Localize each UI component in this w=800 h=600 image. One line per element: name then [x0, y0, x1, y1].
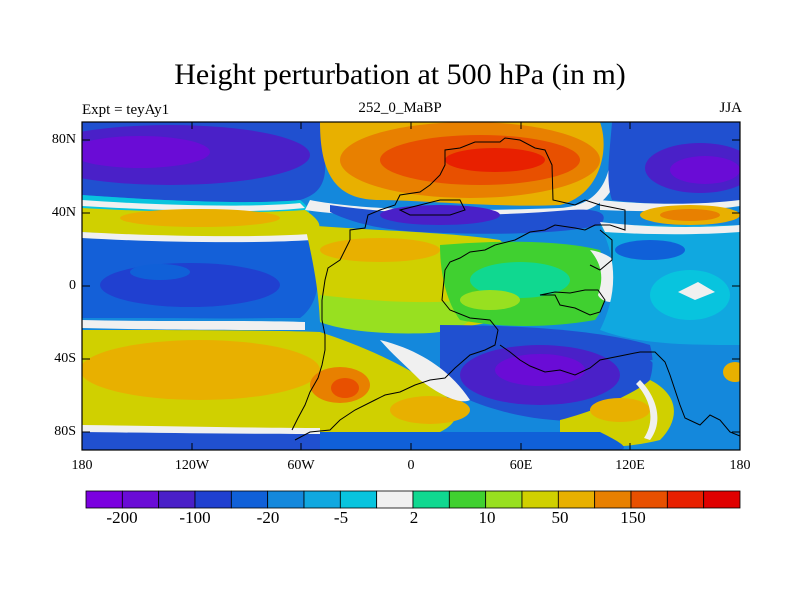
colorbar-box — [448, 490, 487, 509]
colorbar-label: -100 — [179, 508, 211, 527]
colorbar-box — [485, 490, 523, 509]
lon-label-180e: 180 — [729, 458, 751, 473]
colorbar-label: 50 — [551, 508, 569, 527]
colorbar-label: 150 — [620, 508, 646, 527]
lon-label-120w: 120W — [174, 458, 210, 473]
time-label: 252_0_MaBP — [358, 100, 442, 116]
colorbar-label: -20 — [256, 508, 280, 527]
colorbar — [85, 490, 741, 509]
colorbar-box — [85, 490, 123, 509]
colorbar-box — [594, 490, 632, 509]
contour-field — [82, 122, 740, 450]
lon-label-180w: 180 — [71, 458, 93, 473]
colorbar-box — [339, 490, 378, 509]
colorbar-box — [630, 490, 668, 509]
colorbar-box — [703, 490, 741, 509]
season-label: JJA — [719, 100, 742, 116]
colorbar-box — [121, 490, 160, 509]
experiment-label: Expt = teyAy1 — [82, 102, 170, 118]
lon-label-60w: 60W — [287, 458, 315, 473]
colorbar-box — [666, 490, 705, 509]
lon-label-0: 0 — [407, 458, 415, 473]
lon-label-60e: 60E — [509, 458, 533, 473]
colorbar-box — [267, 490, 305, 509]
plot-title: Height perturbation at 500 hPa (in m) — [174, 58, 626, 91]
colorbar-label: -200 — [106, 508, 138, 527]
colorbar-label: 2 — [409, 508, 419, 527]
colorbar-box — [303, 490, 341, 509]
colorbar-label: 10 — [478, 508, 496, 527]
colorbar-box — [194, 490, 232, 509]
colorbar-box — [158, 490, 196, 509]
lat-label-80n: 80N — [51, 132, 76, 147]
colorbar-box — [557, 490, 596, 509]
colorbar-box — [521, 490, 559, 509]
colorbar-label: -5 — [333, 508, 349, 527]
axis-ticks — [81, 122, 741, 450]
lon-label-120e: 120E — [615, 458, 645, 473]
colorbar-box — [230, 490, 269, 509]
coastlines — [291, 137, 740, 441]
lat-label-40s: 40S — [54, 351, 76, 366]
lat-label-40n: 40N — [51, 205, 76, 220]
lat-label-80s: 80S — [54, 424, 76, 439]
lat-label-0: 0 — [69, 278, 76, 293]
colorbar-box — [376, 490, 414, 509]
colorbar-box — [412, 490, 450, 509]
